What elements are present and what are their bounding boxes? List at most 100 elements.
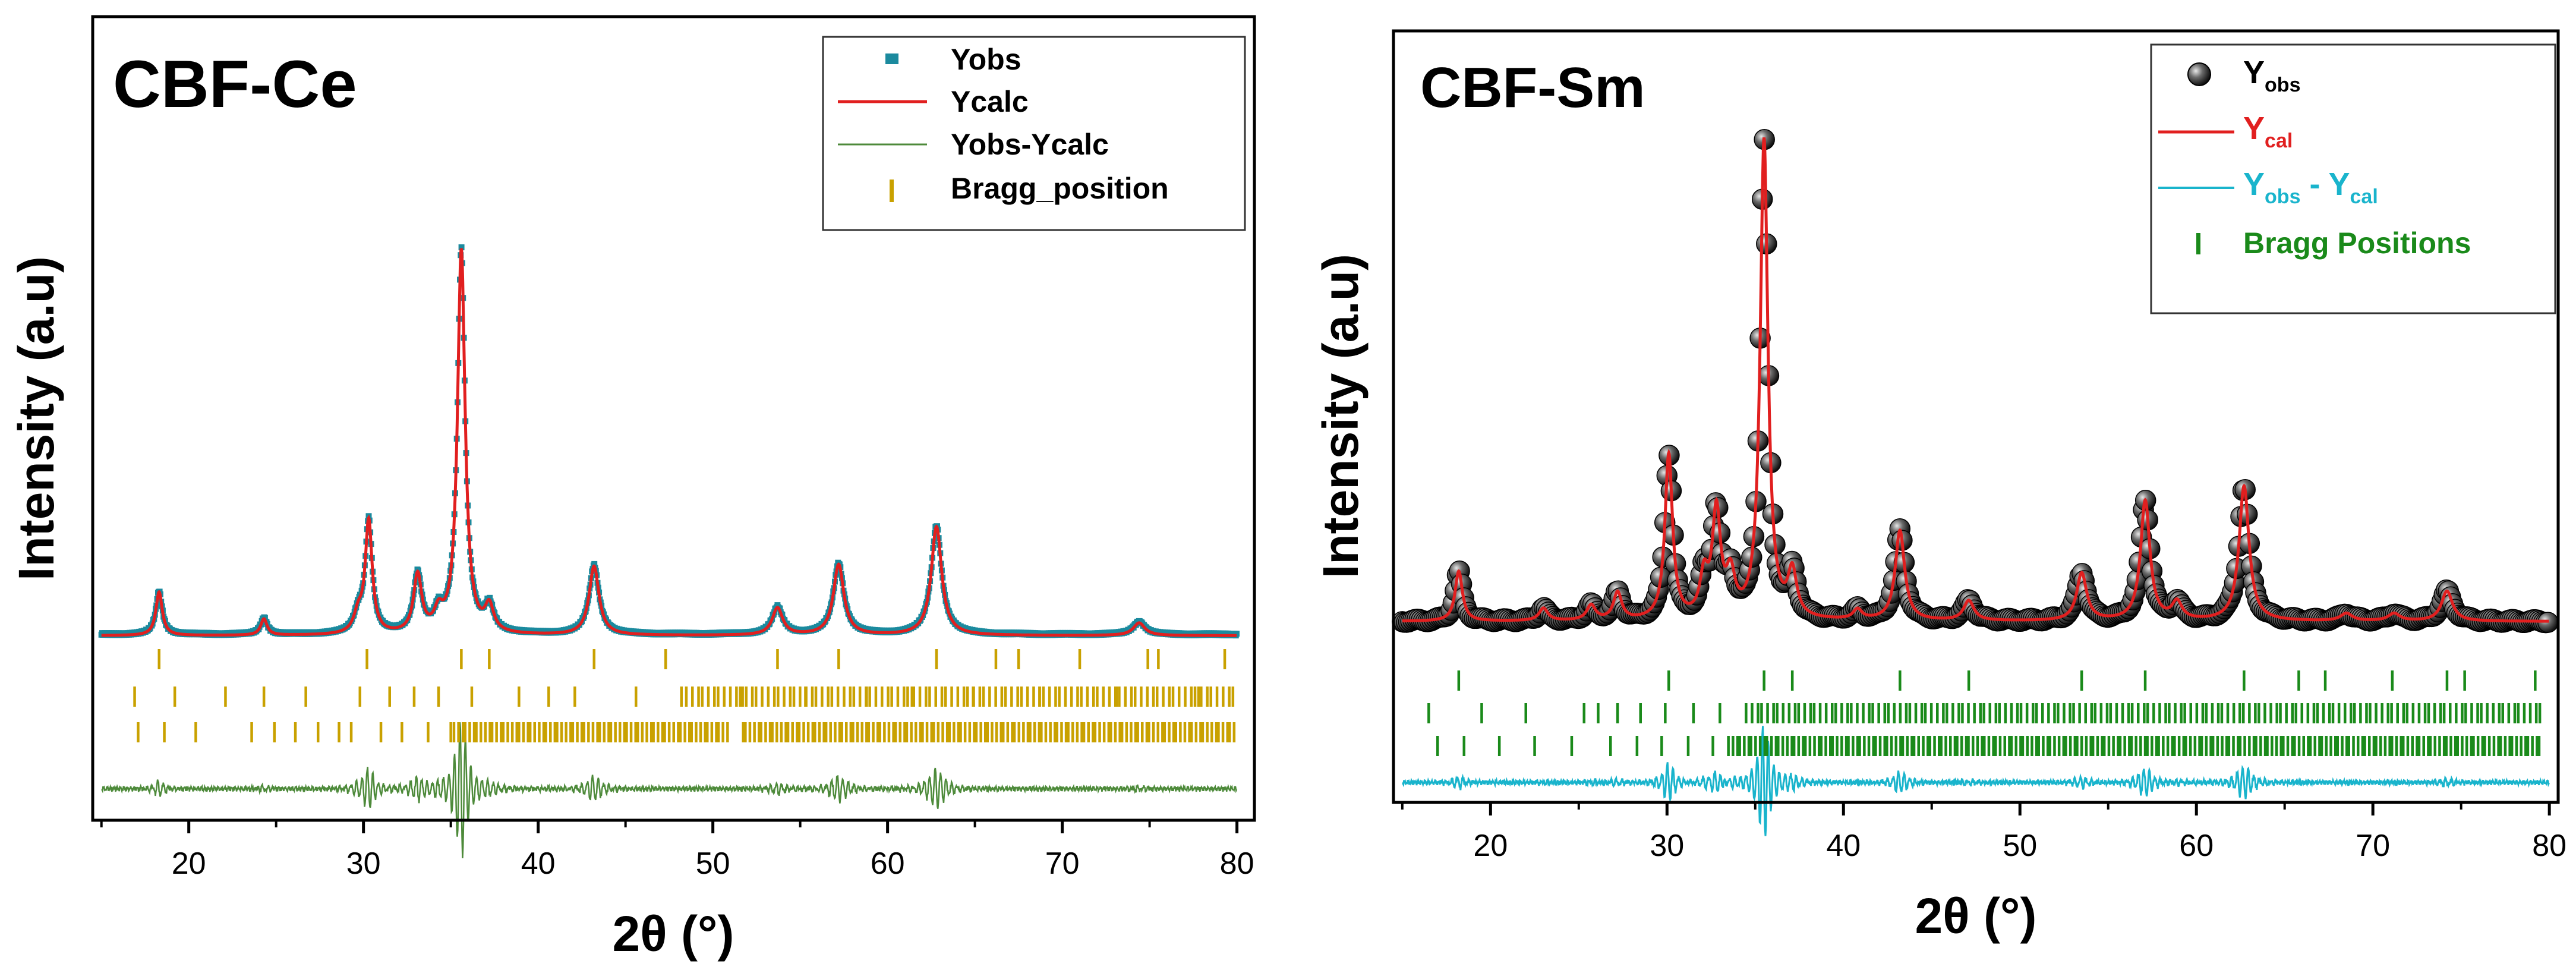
bragg-tick-ce-3-24 [490,722,494,742]
bragg-tick-sm-2-158 [2523,703,2526,723]
bragg-tick-ce-3-172 [1071,722,1074,742]
bragg-tick-sm-3-214 [2515,736,2518,756]
bragg-tick-sm-2-23 [1809,703,1812,723]
bragg-tick-ce-3-23 [488,722,491,742]
bragg-tick-sm-3-50 [1878,736,1882,756]
bragg-tick-ce-2-112 [1162,687,1165,707]
x-tick-label-sm-20: 20 [1473,829,1508,863]
bragg-tick-sm-2-26 [1824,703,1828,723]
bragg-tick-ce-1-1 [157,649,160,669]
bragg-tick-sm-1-6 [1967,670,1970,691]
bragg-tick-ce-3-100 [796,722,799,742]
bragg-tick-sm-3-74 [1972,736,1975,756]
obs-point-ce-628 [591,561,598,567]
x-tick-label-ce-50: 50 [696,846,730,881]
bragg-tick-sm-2-122 [2331,703,2335,723]
bragg-tick-ce-3-2 [163,722,166,742]
bragg-tick-sm-1-5 [1899,670,1902,691]
bragg-tick-ce-3-91 [759,722,762,742]
bragg-tick-ce-2-38 [761,687,764,707]
bragg-tick-sm-3-1 [1436,736,1439,756]
bragg-tick-sm-3-176 [2368,736,2371,756]
bragg-tick-ce-2-89 [1038,687,1041,707]
bragg-tick-sm-3-150 [2266,736,2269,756]
bragg-tick-ce-3-173 [1076,722,1079,742]
bragg-tick-ce-3-160 [1026,722,1030,742]
bragg-tick-sm-3-109 [2107,736,2111,756]
bragg-tick-sm-2-120 [2322,703,2325,723]
bragg-tick-ce-2-98 [1086,687,1089,707]
bragg-tick-ce-2-123 [1222,687,1225,707]
bragg-tick-ce-2-110 [1152,687,1155,707]
bragg-tick-sm-2-93 [2180,703,2183,723]
bragg-tick-sm-3-203 [2472,736,2475,756]
bragg-tick-ce-3-166 [1049,722,1052,742]
bragg-tick-sm-3-166 [2329,736,2332,756]
x-tick-label-sm-70: 70 [2356,829,2390,863]
bragg-tick-ce-3-57 [619,722,622,742]
bragg-tick-sm-3-60 [1917,736,1920,756]
bragg-tick-ce-3-59 [625,722,628,742]
bragg-tick-ce-3-78 [699,722,702,742]
bragg-tick-ce-2-49 [821,687,824,707]
bragg-tick-sm-3-27 [1790,736,1793,756]
bragg-tick-sm-3-20 [1763,736,1767,756]
bragg-tick-sm-3-88 [2026,736,2029,756]
bragg-tick-ce-3-119 [867,722,871,742]
bragg-tick-sm-2-1 [1427,703,1430,723]
bragg-tick-ce-3-80 [706,722,709,742]
bragg-tick-ce-3-148 [979,722,982,742]
bragg-tick-sm-2-108 [2257,703,2260,723]
bragg-tick-ce-3-125 [892,722,895,742]
bragg-tick-ce-3-3 [194,722,197,742]
bragg-tick-sm-3-106 [2096,736,2099,756]
bragg-tick-ce-3-106 [818,722,821,742]
bragg-tick-sm-3-167 [2334,736,2337,756]
bragg-tick-ce-3-129 [905,722,909,742]
bragg-tick-ce-3-42 [560,722,563,742]
bragg-tick-ce-3-128 [903,722,906,742]
bragg-tick-ce-2-43 [789,687,792,707]
bragg-tick-ce-3-156 [1011,722,1014,742]
bragg-tick-ce-3-56 [614,722,617,742]
bragg-tick-sm-3-129 [2184,736,2187,756]
bragg-tick-ce-2-16 [741,687,744,707]
bragg-tick-sm-3-143 [2238,736,2242,756]
bragg-tick-ce-3-20 [475,722,478,742]
plot-area-ce [98,244,1240,858]
bragg-tick-sm-3-160 [2307,736,2310,756]
bragg-tick-sm-3-67 [1944,736,1947,756]
bragg-tick-sm-2-104 [2238,703,2241,723]
bragg-tick-sm-2-49 [1946,703,1948,723]
bragg-tick-sm-3-192 [2429,736,2432,756]
legend-swatch-bragg-positions-sm [2196,233,2200,254]
bragg-tick-ce-3-64 [645,722,648,742]
bragg-tick-ce-2-36 [751,687,754,707]
bragg-tick-ce-3-73 [679,722,682,742]
bragg-tick-sm-3-32 [1808,736,1812,756]
bragg-tick-ce-3-167 [1054,722,1057,742]
bragg-tick-ce-3-112 [840,722,843,742]
bragg-tick-ce-3-84 [721,722,724,742]
legend-label-bragg-positions-sm: Bragg Positions [2243,226,2471,260]
bragg-tick-sm-1-1 [1457,670,1461,691]
legend-item-yobs-ycal-sm: Yobs - Ycal [2158,166,2378,208]
bragg-tick-ce-3-88 [748,722,752,742]
bragg-tick-ce-3-94 [771,722,774,742]
bragg-tick-sm-2-35 [1871,703,1874,723]
bragg-tick-ce-3-205 [1199,722,1202,742]
bragg-tick-ce-3-93 [768,722,772,742]
bragg-tick-sm-1-4 [1790,670,1794,691]
bragg-tick-ce-2-44 [792,687,796,707]
bragg-tick-ce-3-133 [921,722,924,742]
bragg-tick-sm-3-127 [2177,736,2181,756]
bragg-tick-ce-3-99 [791,722,794,742]
bragg-tick-ce-3-90 [758,722,761,742]
bragg-tick-sm-2-16 [1772,703,1775,723]
legend-label-ycalc: Ycalc [951,85,1029,118]
bragg-tick-sm-2-58 [1994,703,1998,723]
bragg-tick-sm-3-102 [2080,736,2083,756]
bragg-tick-sm-2-53 [1967,703,1970,723]
chart-panel-sm: 20 30 40 50 60 70 80 CBF-Sm Intensity (a.u) 2θ… [1313,29,2566,944]
bragg-tick-ce-3-37 [542,722,546,742]
